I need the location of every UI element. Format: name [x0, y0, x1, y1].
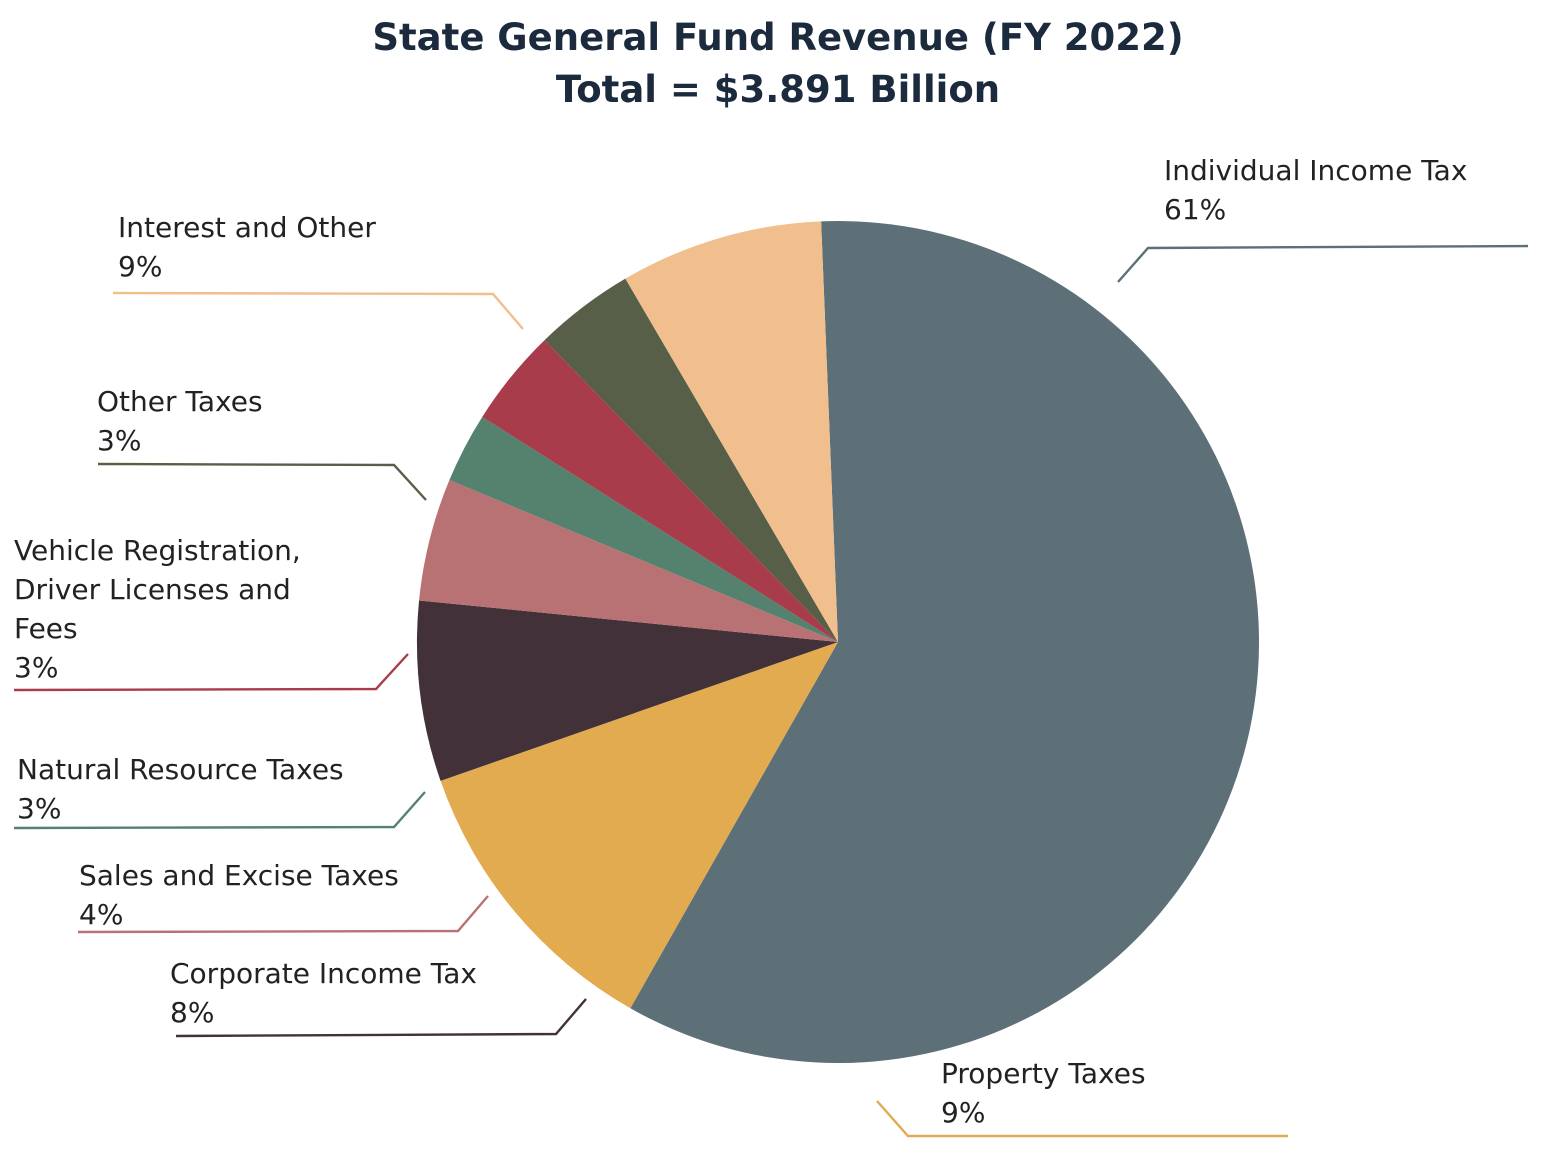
chart-subtitle: Total = $3.891 Billion — [556, 68, 1000, 111]
slice-name-label-7: Interest and Other — [118, 211, 376, 244]
slice-name-label-5: Driver Licenses and — [14, 573, 291, 606]
slice-percent-label-2: 8% — [170, 996, 214, 1029]
pie-slice-0 — [630, 221, 1260, 1064]
slice-name-label-1: Property Taxes — [941, 1057, 1146, 1090]
leader-line-0 — [1117, 244, 1529, 283]
leader-line-2 — [175, 998, 587, 1038]
leader-line-3 — [77, 895, 489, 934]
pie-slice-7 — [625, 221, 838, 642]
slice-name-label-6: Other Taxes — [97, 385, 263, 418]
pie-slice-6 — [544, 278, 838, 642]
leader-line-5 — [13, 653, 409, 692]
pie-slice-2 — [416, 600, 838, 781]
leader-line-7 — [112, 291, 524, 330]
slice-name-label-0: Individual Income Tax — [1164, 154, 1467, 187]
slice-name-label-5: Vehicle Registration, — [14, 534, 301, 567]
leader-line-4 — [13, 791, 426, 830]
slice-name-label-5: Fees — [14, 612, 78, 645]
slice-percent-label-1: 9% — [941, 1096, 985, 1129]
slice-percent-label-4: 3% — [17, 792, 61, 825]
slice-name-label-2: Corporate Income Tax — [170, 957, 477, 990]
leader-line-1 — [876, 1100, 1288, 1138]
pie-slice-5 — [482, 340, 838, 642]
slice-percent-label-0: 61% — [1164, 193, 1226, 226]
slice-percent-label-5: 3% — [14, 651, 58, 684]
slice-percent-label-7: 9% — [118, 250, 162, 283]
pie-slice-3 — [419, 480, 838, 642]
slice-percent-label-6: 3% — [97, 424, 141, 457]
slice-labels: Individual Income Tax 61% Property Taxes 9%… — [13, 154, 1529, 1138]
leader-line-6 — [97, 462, 427, 501]
slice-percent-label-3: 4% — [79, 898, 123, 931]
slice-name-label-4: Natural Resource Taxes — [17, 753, 344, 786]
pie-slice-1 — [440, 642, 838, 1009]
slice-name-label-3: Sales and Excise Taxes — [79, 859, 399, 892]
pie-slice-4 — [449, 416, 838, 642]
chart-title: State General Fund Revenue (FY 2022) — [372, 16, 1183, 59]
pie-slices — [416, 221, 1260, 1064]
